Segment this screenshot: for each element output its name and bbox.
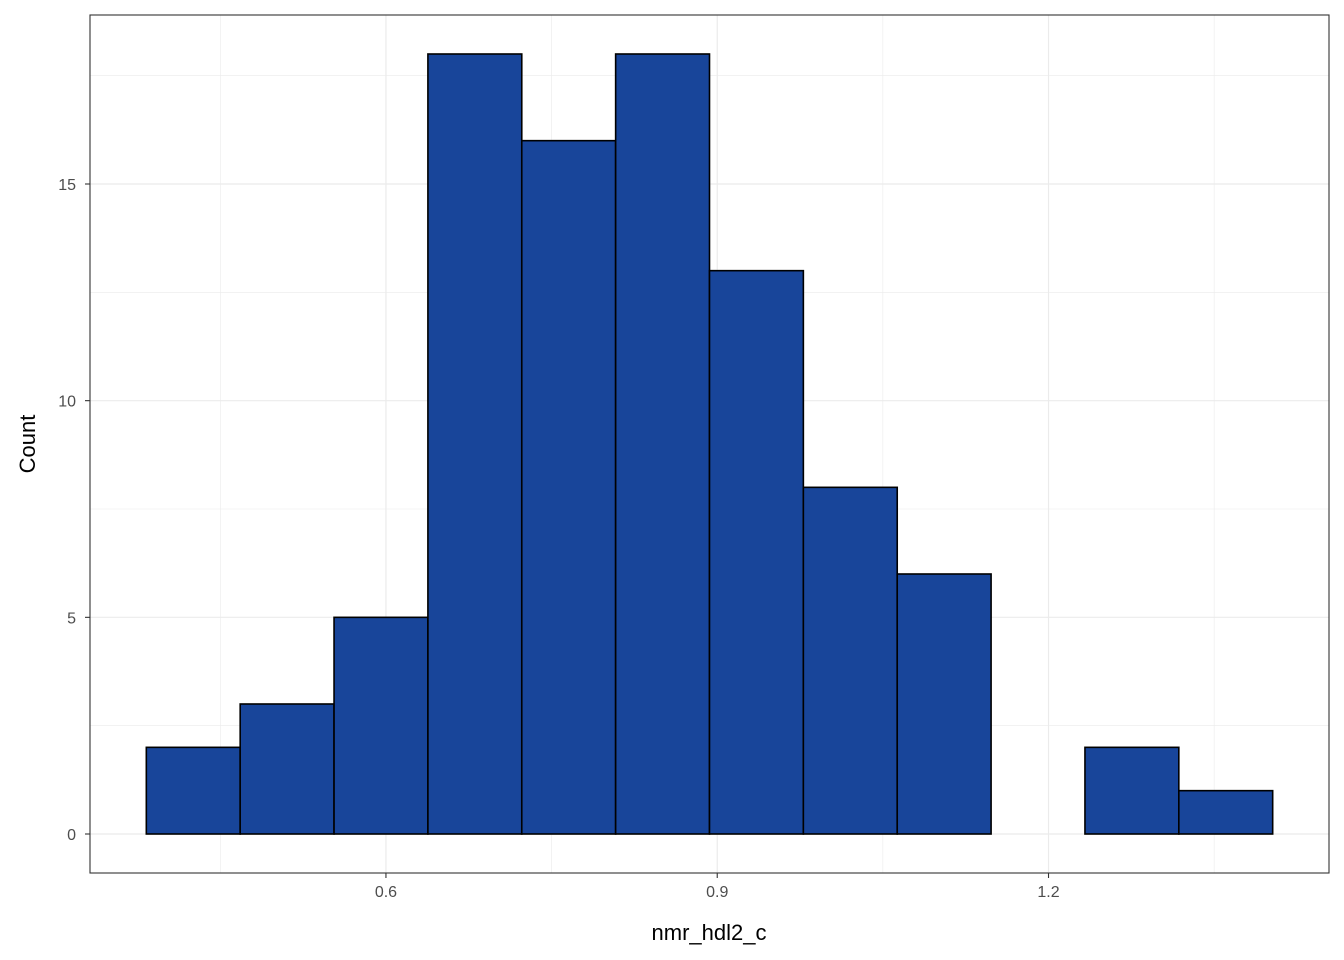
panel-border	[89, 14, 1330, 874]
x-axis-title: nmr_hdl2_c	[652, 920, 767, 945]
histogram-bar-10	[1084, 746, 1180, 835]
x-axis-ticks: 0.6 0.9 1.2	[375, 873, 1060, 901]
histogram-bar-4	[520, 139, 617, 835]
y-axis-ticks: 0 5 10 15	[58, 177, 90, 844]
x-tick-label-2: 1.2	[1037, 884, 1059, 901]
histogram-bar-8	[896, 573, 992, 835]
y-tick-label-3: 15	[58, 177, 76, 194]
histogram-bar-5	[614, 53, 711, 835]
histogram-bar-3	[427, 53, 523, 835]
histogram-bar-6	[708, 269, 805, 835]
x-tick-label-1: 0.9	[706, 884, 728, 901]
histogram-bars	[145, 53, 1274, 835]
histogram-bar-11	[1178, 789, 1274, 835]
y-axis-title: Count	[15, 415, 40, 474]
histogram-bar-2	[333, 616, 429, 835]
histogram-bar-0	[145, 746, 241, 835]
y-tick-label-1: 5	[67, 610, 76, 627]
histogram-bar-1	[239, 703, 335, 835]
y-tick-label-0: 0	[67, 827, 76, 844]
x-tick-label-0: 0.6	[375, 884, 397, 901]
histogram-bar-7	[802, 486, 899, 835]
y-tick-label-2: 10	[58, 394, 76, 411]
